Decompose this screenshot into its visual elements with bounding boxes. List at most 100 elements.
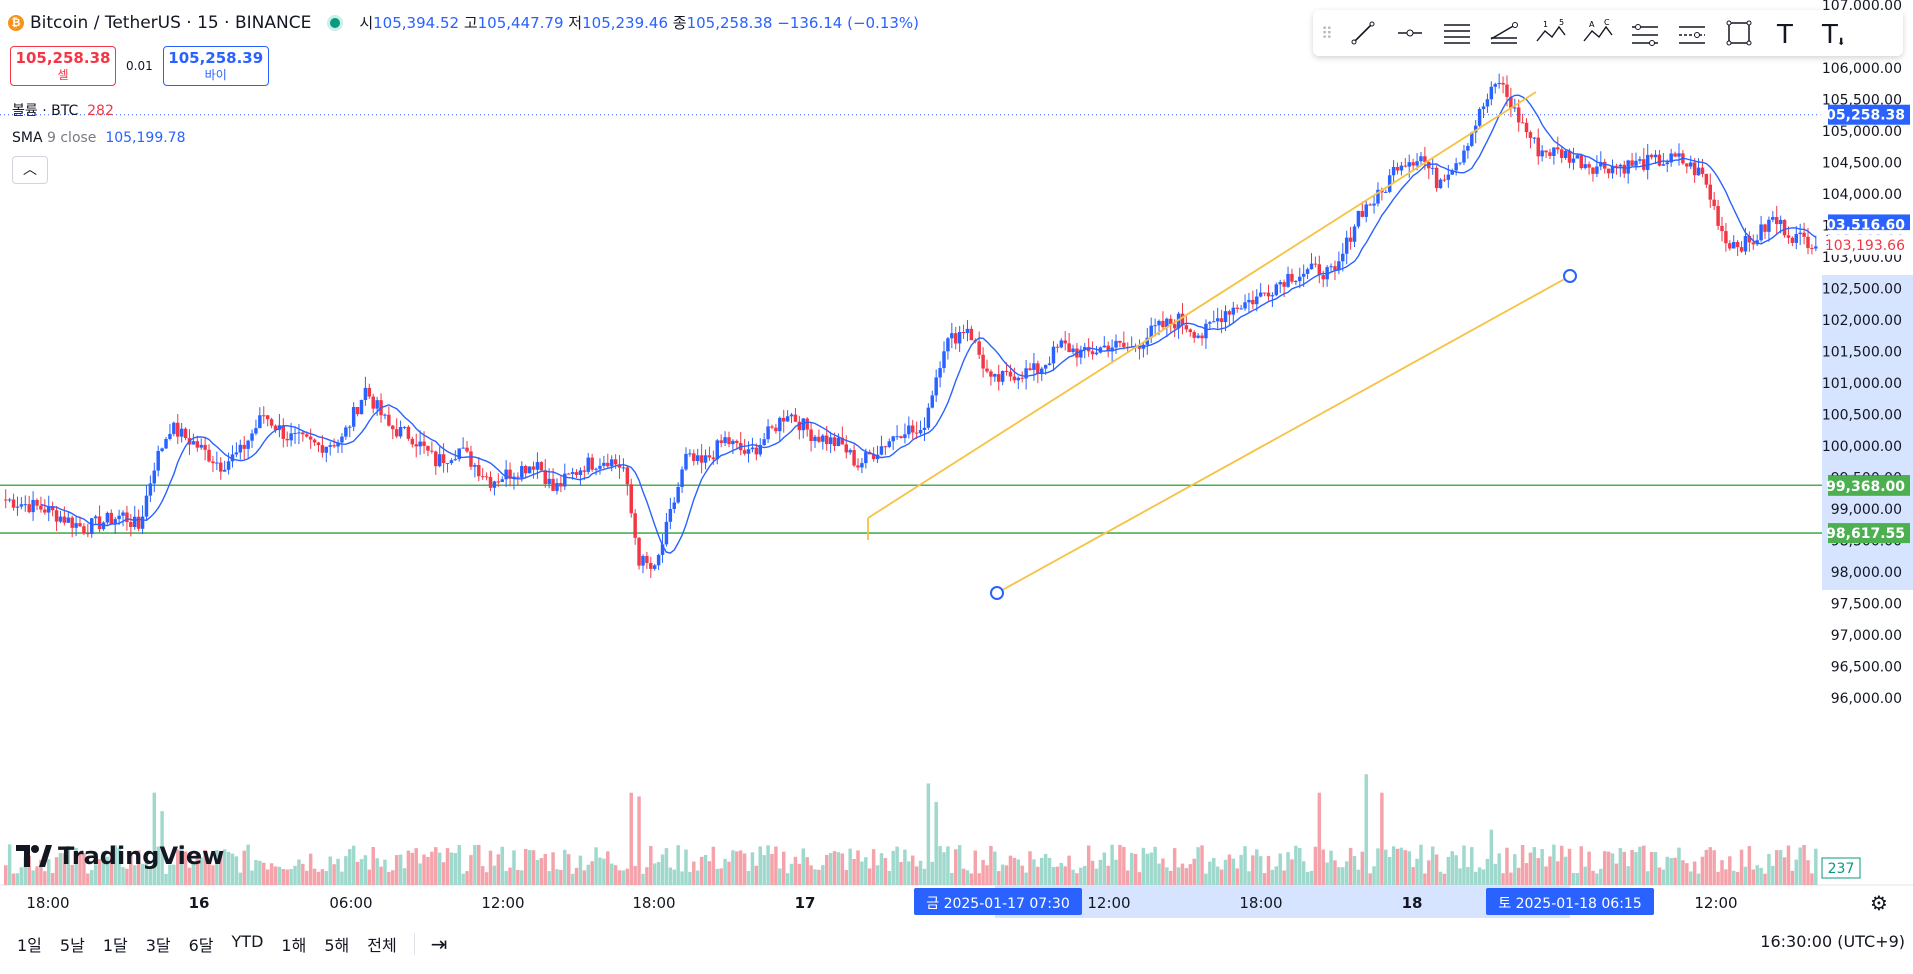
volume-bar [738,850,743,885]
range-button-7[interactable]: 5해 [324,936,350,955]
sma-indicator-legend[interactable]: SMA 9 close 105,199.78 [12,130,186,146]
range-button-6[interactable]: 1해 [281,936,307,955]
parallel-channel-icon[interactable] [1433,10,1480,56]
volume-bar [914,866,919,885]
volume-bar [1317,792,1322,885]
volume-bar [1587,851,1591,885]
volume-indicator-legend[interactable]: 볼륨 · BTC 282 [12,103,114,119]
forecast-icon[interactable] [1668,10,1715,56]
candle-body [1122,342,1126,347]
candle-body [1708,184,1712,200]
horizontal-ray-icon[interactable] [1386,10,1433,56]
candle-body [649,563,653,569]
volume-bar [152,792,157,885]
parallel-channel[interactable] [867,91,1577,600]
candle-body [1391,166,1396,176]
candle-body [1626,160,1630,174]
volume-bar [191,863,196,885]
volume-bar [563,849,567,885]
channel-upper-line[interactable] [867,91,1537,519]
volume-bar [789,863,794,885]
candle-body [1415,161,1419,166]
volume-bar [938,846,942,885]
volume-bar [1114,859,1118,885]
sma-line[interactable] [40,94,1817,554]
drag-handle-icon[interactable]: ⠿ [1321,23,1333,43]
price-tick-label: 104,500.00 [1822,156,1902,172]
range-button-3[interactable]: 3달 [145,936,171,955]
volume-bar [7,844,12,885]
volume-bar [133,865,137,885]
volume-bar [176,849,180,885]
buy-button[interactable]: 105,258.39 바이 [162,46,269,86]
candle-body [1356,211,1361,227]
range-button-4[interactable]: 6달 [188,936,214,955]
volume-bar [1501,873,1505,885]
channel-handle-start[interactable] [990,586,1004,600]
rectangle-icon[interactable] [1715,10,1762,56]
candle-body [367,387,372,397]
candle-body [703,455,708,463]
volume-bar [101,851,106,885]
channel-handle-end[interactable] [1563,269,1577,283]
candle-body [1153,325,1157,327]
candle-body [969,328,974,341]
volume-bar [203,849,207,885]
candle-body [262,415,266,417]
volume-bar [383,859,387,885]
volume-bar [144,862,149,885]
chart-settings-icon[interactable]: ⚙ [1870,891,1888,915]
candle-body [950,333,954,339]
market-status-icon[interactable] [327,14,344,31]
clock-timezone[interactable]: 16:30:00 (UTC+9) [1760,932,1905,951]
candle-body [129,522,133,527]
candle-body [656,554,661,566]
volume-bar [1344,861,1349,885]
range-button-0[interactable]: 1일 [17,936,42,955]
channel-lower-line[interactable] [996,275,1571,594]
range-button-1[interactable]: 5날 [59,936,85,955]
text-icon[interactable]: T [1762,10,1809,56]
candle-body [1751,242,1756,245]
text-tool-more-icon[interactable]: T ⬇ [1809,10,1856,56]
range-button-8[interactable]: 전체 [367,936,397,955]
volume-bar [559,869,563,885]
volume-bar [523,848,528,885]
goto-date-icon[interactable]: ⇥ [430,932,448,956]
volume-bar [1098,859,1103,885]
fib-channel-icon[interactable] [1480,10,1527,56]
trendline-icon[interactable] [1339,10,1386,56]
volume-bar [117,847,121,885]
volume-bar [578,855,583,885]
volume-bar [989,845,993,885]
volume-bar [598,857,602,885]
volume-bar [1235,868,1239,885]
volume-bar [1286,852,1290,885]
date-price-range-icon[interactable] [1621,10,1668,56]
volume-bar [1548,856,1552,885]
volume-bar [1630,850,1634,885]
range-button-2[interactable]: 1달 [102,936,128,955]
volume-bar [1559,845,1564,885]
candle-body [914,432,919,434]
sell-button[interactable]: 105,258.38 셀 [10,46,116,86]
volume-bar [1129,852,1134,885]
candle-body [574,472,579,476]
candle-body [1282,282,1286,287]
collapse-legend-button[interactable]: ︿ [12,156,48,184]
price-label-box [1828,523,1910,544]
candle-body [1567,150,1572,163]
volume-bar [1544,866,1548,885]
candle-body [1606,168,1611,174]
range-button-5[interactable]: YTD [231,932,264,951]
volume-bar [1047,857,1052,885]
volume-bar [774,846,778,885]
candle-body [398,427,403,437]
symbol-title[interactable]: Bitcoin / TetherUS · 15 · BINANCE [30,12,312,33]
candle-body [1794,234,1799,243]
volume-bar [852,859,856,885]
